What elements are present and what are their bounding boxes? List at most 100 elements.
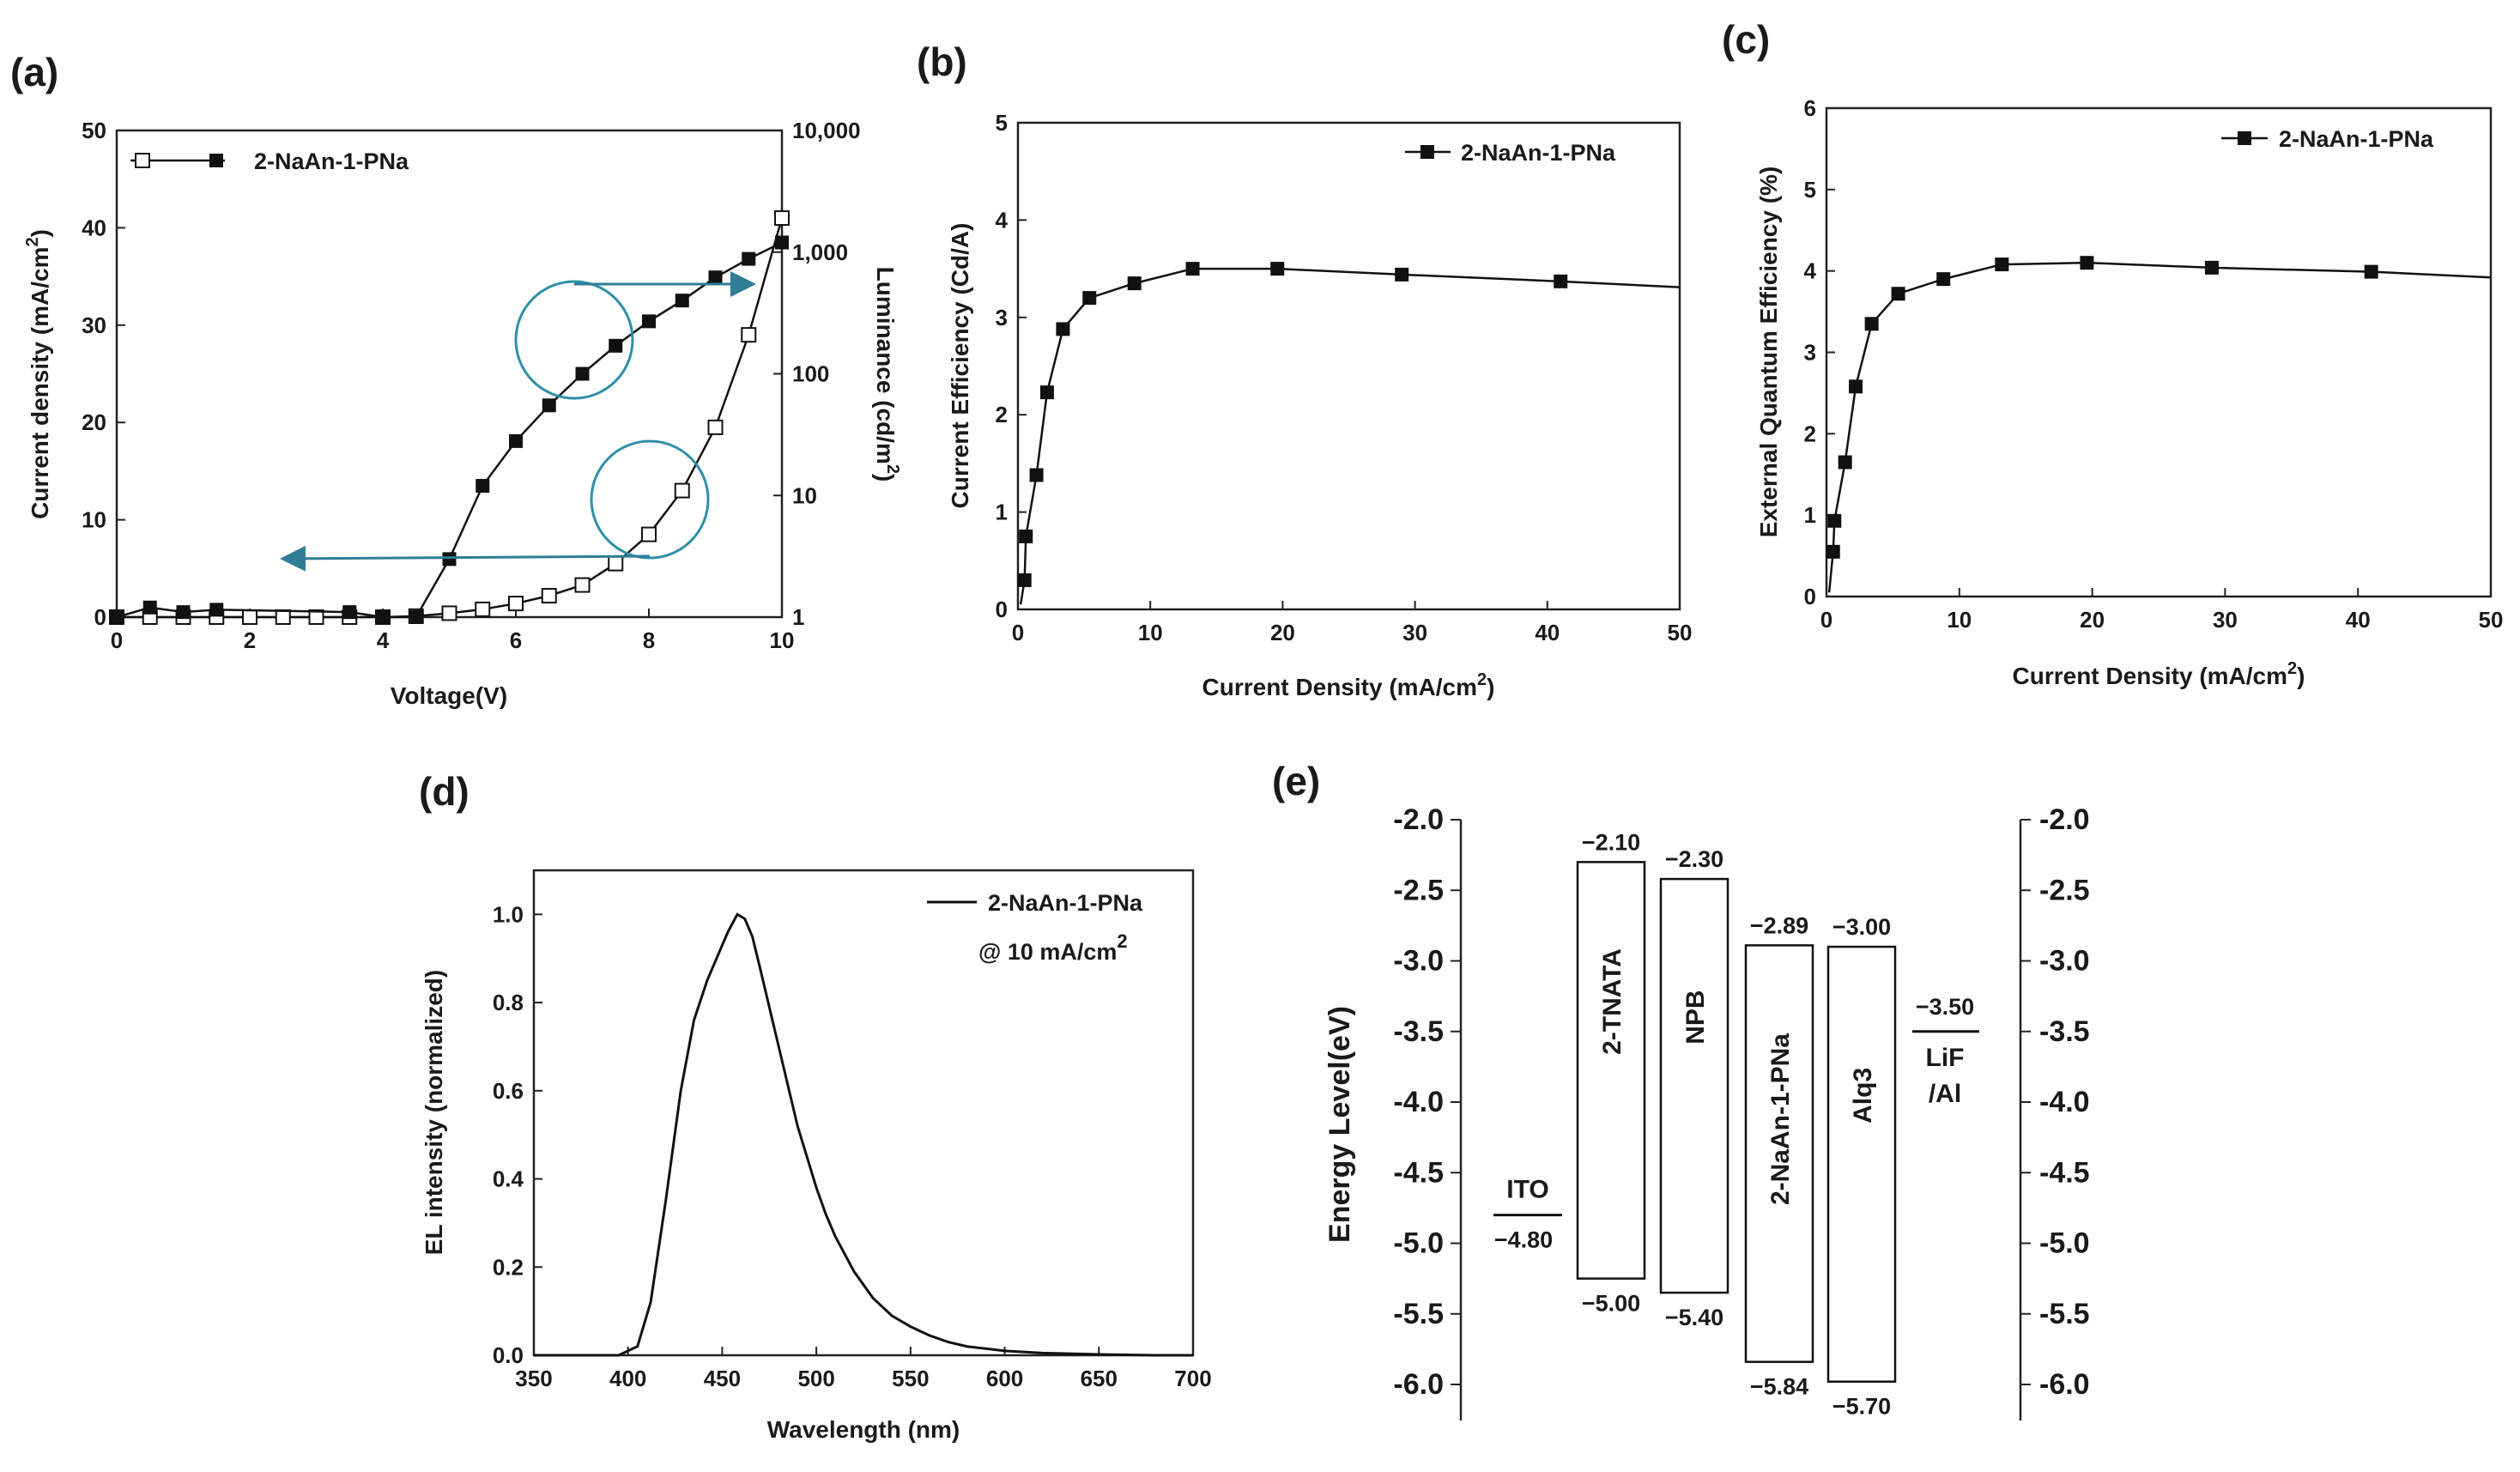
- e-ito-value: −4.80: [1494, 1227, 1553, 1253]
- legend-text: 2-NaAn-1-PNa: [1461, 140, 1616, 166]
- b-efficiency-point: [1029, 468, 1044, 482]
- b-xtick-label: 10: [1138, 620, 1163, 645]
- e-ytick-label-right: -3.5: [2039, 1015, 2090, 1048]
- arrow-to-left-axis: [280, 545, 651, 572]
- e-layer-top-label: −2.10: [1582, 829, 1640, 855]
- panel-c-xlabel: Current Density (mA/cm2): [2013, 659, 2305, 689]
- a-current-density-point: [741, 327, 757, 343]
- panel-a: (a) 0 2 4 6 8 10010203040501101001,00010,000 …: [10, 50, 902, 709]
- a-ytick-label: 30: [82, 312, 106, 338]
- e-layer-top-label: −2.89: [1750, 912, 1808, 938]
- a-luminance-point: [775, 235, 789, 250]
- b-efficiency-point: [1554, 274, 1568, 288]
- b-efficiency-point: [1395, 267, 1409, 282]
- a-luminance-point: [110, 610, 124, 624]
- e-layer-name: 2-TNATA: [1598, 948, 1626, 1055]
- b-xtick-label: 50: [1668, 620, 1693, 645]
- a-luminance-point: [642, 314, 656, 329]
- a-luminance-point: [542, 398, 556, 413]
- panel-e-label: (e): [1272, 759, 1320, 803]
- a-current-density-point: [441, 605, 457, 621]
- a-xtick-label: 0: [111, 627, 123, 653]
- c-efficiency-point: [1827, 513, 1842, 528]
- legend-filled-square: [2238, 131, 2251, 145]
- e-ytick-label-right: -5.0: [2039, 1227, 2090, 1260]
- d-xtick-label: 550: [892, 1366, 929, 1391]
- a-current-density-point: [242, 609, 257, 625]
- e-layer-name: NPB: [1681, 990, 1710, 1044]
- a-luminance-point: [509, 433, 523, 448]
- panel-d-annotation: @ 10 mA/cm2: [978, 930, 1128, 965]
- c-ytick-label: 2: [1804, 421, 1816, 446]
- a-luminance-point: [376, 610, 390, 624]
- d-xtick-label: 450: [704, 1366, 741, 1391]
- b-xtick-label: 20: [1270, 620, 1295, 645]
- panel-a-legend: 2-NaAn-1-PNa: [130, 148, 409, 174]
- e-ytick-label-left: -2.0: [1393, 803, 1444, 836]
- a-luminance-point: [609, 338, 623, 353]
- c-ytick-label: 3: [1804, 340, 1816, 366]
- panel-a-ylabel: Current density (mA/cm2): [23, 229, 53, 519]
- panel-d-ylabel: EL intensity (normalized): [421, 970, 447, 1255]
- e-ytick-label-right: -2.5: [2039, 874, 2090, 906]
- e-ytick-label-right: -3.0: [2039, 945, 2090, 978]
- a-y2tick-label: 1: [792, 604, 804, 630]
- b-ytick-label: 0: [996, 597, 1008, 622]
- a-xtick-label: 2: [244, 627, 256, 653]
- legend-text: 2-NaAn-1-PNa: [254, 148, 409, 174]
- c-efficiency-point: [1849, 379, 1863, 394]
- a-luminance-point: [409, 610, 423, 624]
- a-xtick-label: 8: [643, 627, 655, 653]
- c-ytick-label: 4: [1804, 258, 1817, 284]
- a-ytick-label: 50: [82, 118, 106, 143]
- e-ytick-label-right: -4.5: [2039, 1156, 2090, 1189]
- b-efficiency-point: [1056, 322, 1070, 336]
- legend-text: 2-NaAn-1-PNa: [988, 890, 1143, 916]
- d-xtick-label: 650: [1081, 1366, 1118, 1391]
- e-layer-box: [1826, 945, 1897, 1383]
- b-ytick-label: 4: [996, 207, 1009, 233]
- d-xtick-label: 600: [986, 1366, 1023, 1391]
- d-ytick-label: 0.6: [493, 1078, 524, 1104]
- a-current-density-point: [707, 419, 724, 435]
- c-xtick-label: 10: [1947, 607, 1972, 633]
- b-efficiency-point: [1127, 276, 1142, 291]
- a-current-density-point: [541, 588, 557, 604]
- a-current-density-point: [774, 210, 790, 227]
- c-ytick-label: 1: [1804, 502, 1816, 528]
- annotation-circle-luminance: [514, 280, 634, 400]
- a-ytick-label: 40: [82, 215, 106, 240]
- e-layer-box: [1576, 861, 1646, 1280]
- c-ytick-label: 5: [1804, 177, 1816, 203]
- c-efficiency-point: [1936, 272, 1951, 287]
- c-efficiency-point: [2080, 256, 2094, 270]
- a-luminance-point: [142, 600, 157, 615]
- d-xtick-label: 700: [1174, 1366, 1211, 1391]
- a-current-density-point: [574, 577, 591, 593]
- e-ytick-label-left: -3.0: [1393, 945, 1444, 978]
- panel-d-frame: [532, 869, 1195, 1357]
- b-xtick-label: 40: [1535, 620, 1560, 645]
- legend-filled-square: [209, 154, 223, 167]
- e-layer-name: Alq3: [1849, 1068, 1877, 1124]
- e-lif-name-1: LiF: [1926, 1044, 1965, 1072]
- e-ytick-label-right: -5.5: [2039, 1298, 2090, 1330]
- d-el-spectrum-line: [534, 912, 1193, 1357]
- a-ytick-label: 20: [82, 409, 106, 435]
- legend-text: 2-NaAn-1-PNa: [2279, 126, 2434, 152]
- a-luminance-point: [742, 251, 756, 266]
- e-layer-bottom-label: −5.40: [1665, 1305, 1723, 1330]
- c-efficiency-point: [1826, 544, 1840, 559]
- e-layer-bottom-label: −5.84: [1750, 1374, 1808, 1400]
- a-ytick-label: 10: [82, 507, 106, 533]
- a-y2tick-label: 1,000: [792, 239, 848, 265]
- c-ytick-label: 0: [1804, 584, 1816, 609]
- e-layer-top-label: −2.30: [1665, 846, 1723, 872]
- panel-e-ylabel: Energy Level(eV): [1324, 1006, 1356, 1243]
- a-y2tick-label: 100: [792, 361, 829, 387]
- panel-c-legend: 2-NaAn-1-PNa: [2221, 126, 2434, 152]
- a-luminance-point: [209, 603, 224, 617]
- a-xtick-label: 4: [377, 627, 390, 653]
- e-ytick-label-right: -6.0: [2039, 1368, 2090, 1401]
- b-xtick-label: 0: [1012, 620, 1024, 645]
